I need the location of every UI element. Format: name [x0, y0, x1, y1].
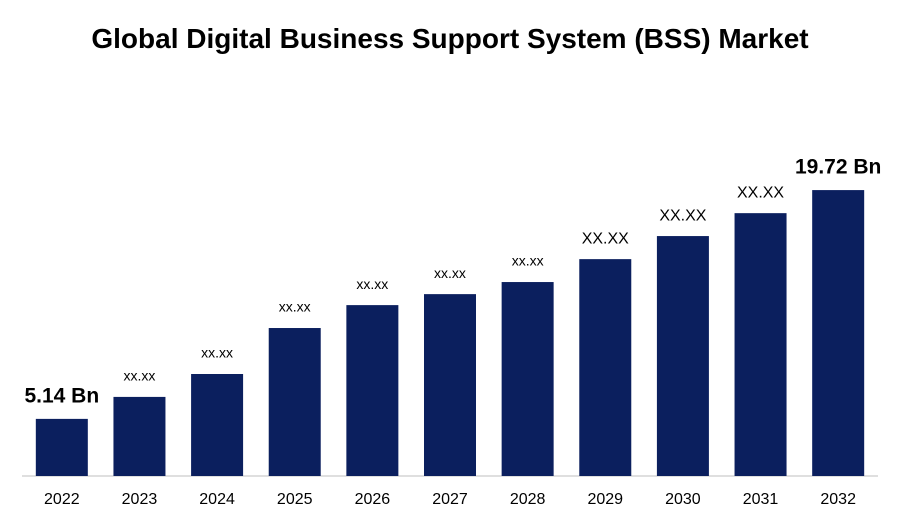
bar [501, 282, 554, 476]
value-label: xx.xx [434, 265, 466, 281]
value-label: 5.14 Bn [24, 384, 99, 407]
value-label: xx.xx [201, 345, 233, 361]
value-label: XX.XX [582, 230, 629, 247]
chart-title: Global Digital Business Support System (… [91, 23, 809, 54]
bar [35, 418, 88, 476]
bar [734, 213, 787, 476]
x-tick-label: 2028 [510, 491, 546, 508]
bar [812, 190, 865, 476]
value-label: 19.72 Bn [795, 156, 881, 179]
value-label: XX.XX [737, 184, 784, 201]
x-tick-label: 2027 [432, 491, 468, 508]
bar [268, 328, 321, 476]
x-tick-label: 2030 [665, 491, 701, 508]
x-tick-label: 2032 [820, 491, 856, 508]
bar [113, 396, 166, 476]
value-label: xx.xx [279, 299, 311, 315]
value-label: xx.xx [512, 253, 544, 269]
x-tick-label: 2026 [355, 491, 391, 508]
x-tick-label: 2025 [277, 491, 313, 508]
value-label: xx.xx [356, 276, 388, 292]
x-tick-label: 2022 [44, 491, 80, 508]
bar [346, 305, 399, 476]
bar [656, 236, 709, 476]
x-tick-label: 2031 [743, 491, 779, 508]
value-label: XX.XX [659, 207, 706, 224]
bar [424, 294, 476, 476]
x-tick-label: 2029 [587, 491, 623, 508]
x-tick-label: 2024 [199, 491, 235, 508]
value-label: xx.xx [124, 368, 156, 384]
x-tick-label: 2023 [122, 491, 158, 508]
bar [579, 259, 632, 476]
bar [191, 374, 244, 476]
